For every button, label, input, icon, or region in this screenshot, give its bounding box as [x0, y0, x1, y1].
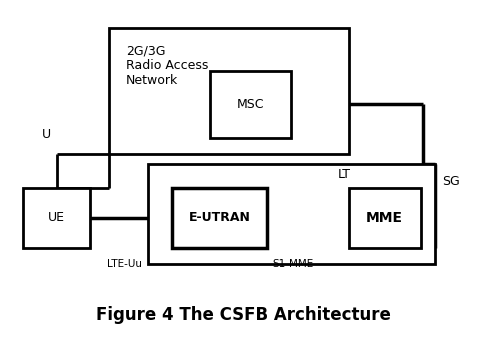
Text: MME: MME [366, 211, 403, 225]
Text: S1-MME: S1-MME [272, 260, 314, 269]
Bar [172, 188, 267, 248]
Text: U: U [42, 128, 51, 141]
Bar [210, 71, 291, 137]
Bar [23, 188, 90, 248]
Text: E-UTRAN: E-UTRAN [188, 211, 250, 224]
Text: Figure 4 The CSFB Architecture: Figure 4 The CSFB Architecture [96, 306, 391, 325]
Text: LTE-Uu: LTE-Uu [107, 260, 142, 269]
Text: UE: UE [48, 211, 65, 224]
Text: SG: SG [442, 174, 460, 187]
Bar [349, 188, 421, 248]
Text: MSC: MSC [237, 98, 264, 111]
Text: LT: LT [337, 168, 351, 181]
Text: 2G/3G
Radio Access
Network: 2G/3G Radio Access Network [126, 44, 208, 87]
Bar [110, 27, 349, 154]
Bar [148, 164, 435, 264]
